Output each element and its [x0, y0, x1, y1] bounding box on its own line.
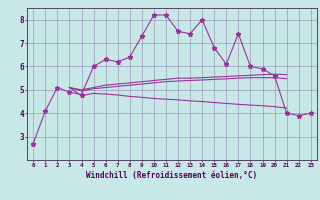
- X-axis label: Windchill (Refroidissement éolien,°C): Windchill (Refroidissement éolien,°C): [86, 171, 258, 180]
